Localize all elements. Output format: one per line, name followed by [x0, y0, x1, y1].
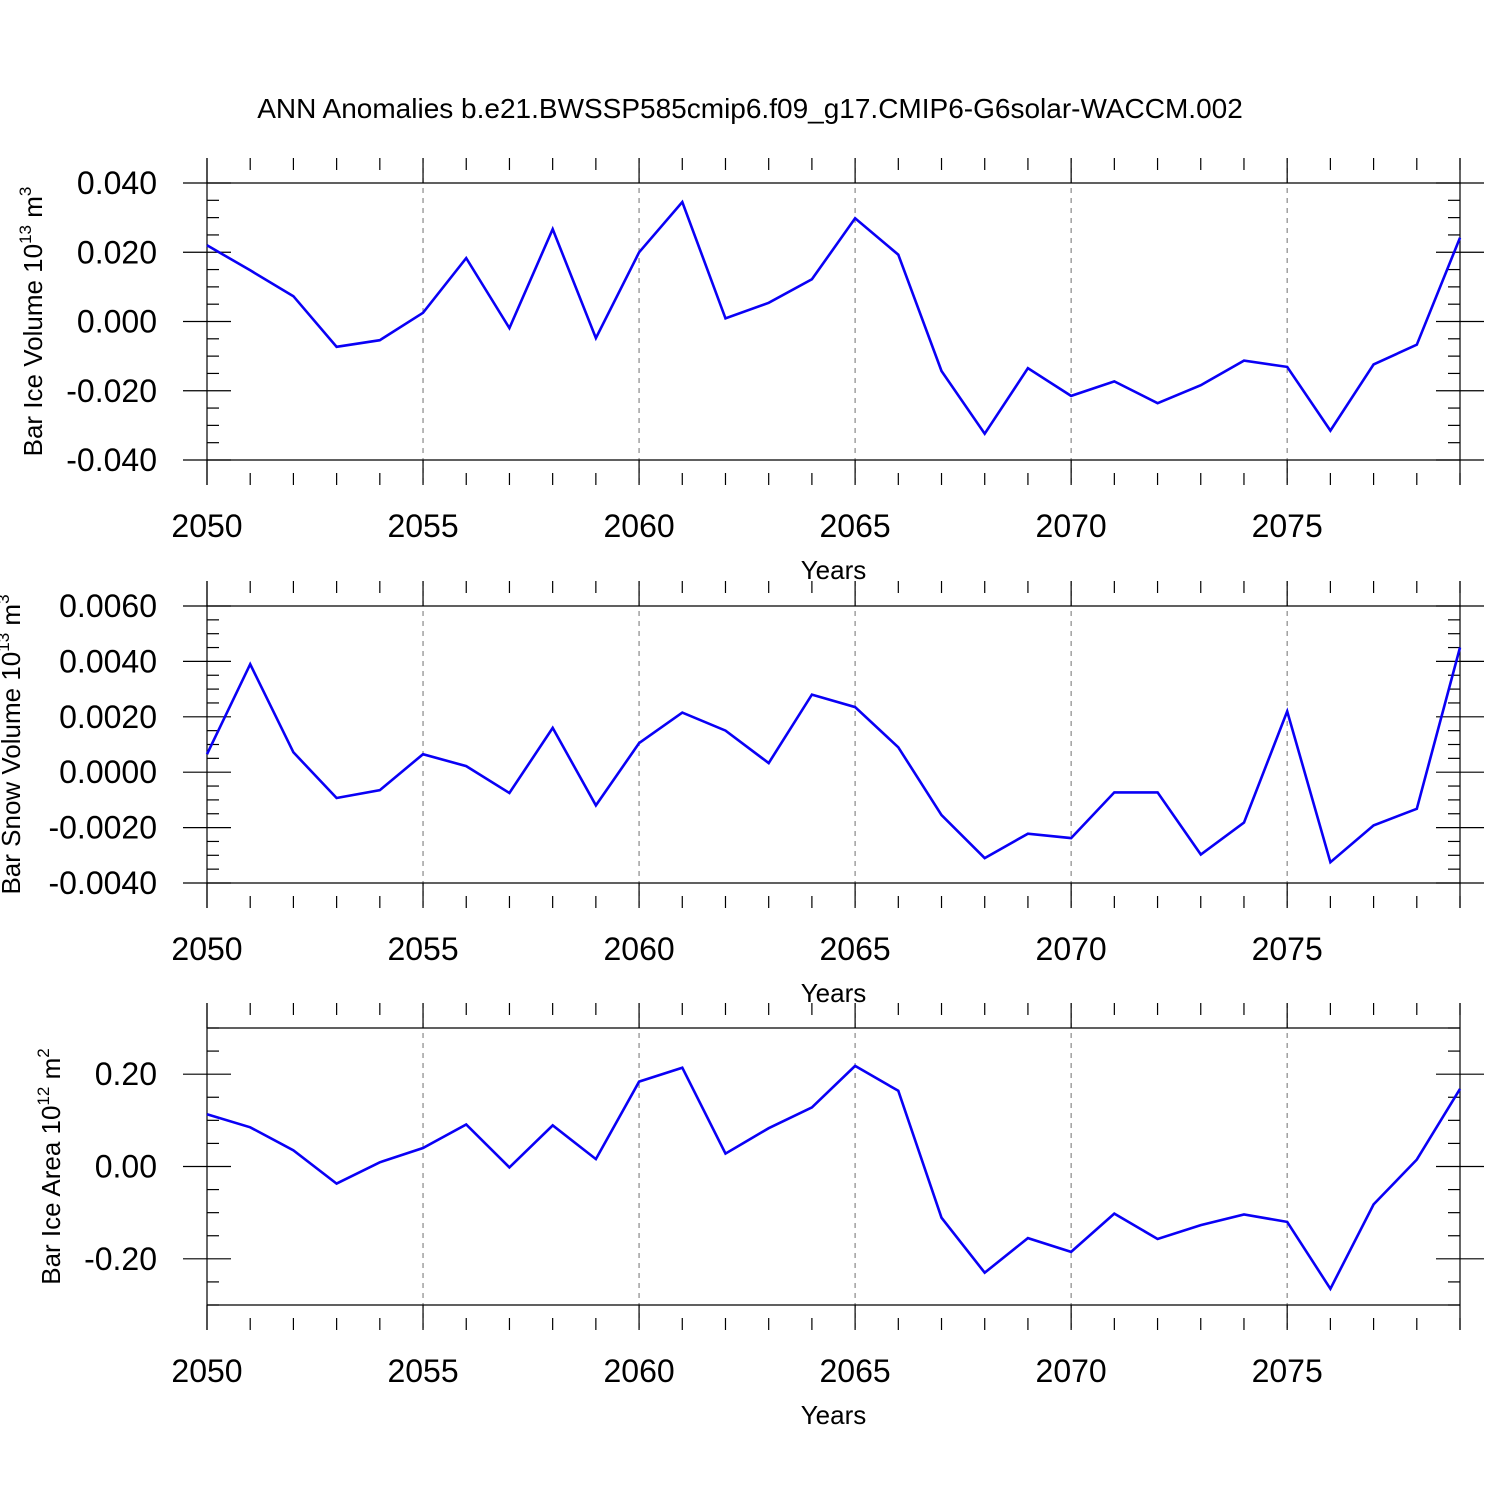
series-line-ice-volume	[206, 199, 1462, 437]
x-tick-label: 2055	[387, 931, 458, 967]
series-line-ice-area	[206, 1064, 1462, 1292]
x-tick-label: 2075	[1252, 1353, 1323, 1389]
series-line-snow-volume	[205, 647, 1462, 865]
x-tick-label: 2055	[387, 1353, 458, 1389]
x-tick-label: 2050	[171, 1353, 242, 1389]
panel-bar-ice-volume: -0.040 -0.020 0.000 0.020 0.040 2050 2055 2060 2…	[16, 158, 1484, 585]
y-tick-label: -0.020	[66, 373, 157, 409]
x-tick-label: 2050	[171, 931, 242, 967]
y-tick-label: -0.0020	[48, 810, 157, 846]
y-tick-label: 0.0020	[59, 699, 157, 735]
y-axis-title: Bar Ice Area 1012 m2	[34, 1048, 66, 1285]
y-tick-label: 0.00	[95, 1149, 157, 1185]
x-tick-label: 2050	[171, 508, 242, 544]
y-tick-label: -0.20	[84, 1241, 157, 1277]
y-axis-title: Bar Ice Volume 1013 m3	[16, 187, 48, 457]
x-tick-label: 2065	[820, 508, 891, 544]
y-tick-label: 0.000	[77, 304, 157, 340]
x-tick-label: 2055	[387, 508, 458, 544]
y-axis-title: Bar Snow Volume 1013 m3	[0, 594, 26, 894]
x-tick-label: 2075	[1252, 931, 1323, 967]
y-tick-label: 0.20	[95, 1056, 157, 1092]
x-tick-label: 2070	[1036, 931, 1107, 967]
x-tick-label: 2060	[603, 931, 674, 967]
x-tick-label: 2070	[1036, 1353, 1107, 1389]
x-tick-label: 2060	[603, 508, 674, 544]
figure-title: ANN Anomalies b.e21.BWSSP585cmip6.f09_g1…	[257, 93, 1243, 124]
x-axis-title: Years	[801, 555, 867, 585]
y-tick-label: 0.040	[77, 165, 157, 201]
x-tick-label: 2070	[1036, 508, 1107, 544]
x-tick-label: 2060	[603, 1353, 674, 1389]
x-tick-label: 2075	[1252, 508, 1323, 544]
x-axis-title: Years	[801, 978, 867, 1008]
y-tick-label: 0.0000	[59, 754, 157, 790]
y-tick-label: 0.020	[77, 234, 157, 270]
y-tick-label: 0.0040	[59, 643, 157, 679]
x-tick-label: 2065	[820, 1353, 891, 1389]
y-tick-label: -0.040	[66, 442, 157, 478]
panel-bar-ice-area: -0.20 0.00 0.20 2050 2055 2060 2065 2070 2075 Yea…	[34, 1003, 1484, 1430]
y-tick-label: 0.0060	[59, 588, 157, 624]
panel-bar-snow-volume: -0.0040 -0.0020 0.0000 0.0020 0.0040 0.0060 20…	[0, 581, 1484, 1008]
x-axis-title: Years	[801, 1400, 867, 1430]
x-tick-label: 2065	[820, 931, 891, 967]
y-tick-label: -0.0040	[48, 865, 157, 901]
